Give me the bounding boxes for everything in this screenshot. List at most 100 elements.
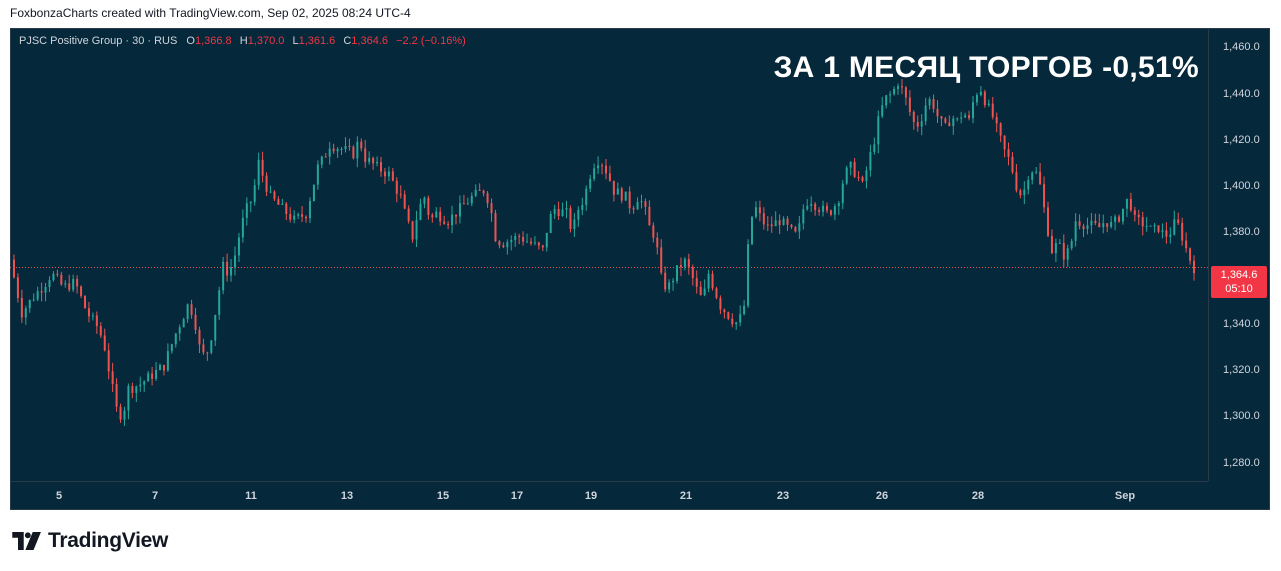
candle — [249, 201, 252, 213]
candle — [936, 100, 939, 123]
candle — [904, 86, 907, 106]
candle — [968, 110, 971, 121]
candle — [719, 295, 722, 315]
candle — [1011, 152, 1014, 175]
candle — [443, 215, 446, 225]
candle — [687, 253, 690, 275]
candle — [1039, 163, 1042, 185]
candle — [593, 163, 596, 182]
candle — [431, 212, 434, 223]
candle — [316, 160, 319, 190]
candle — [869, 144, 872, 177]
candle — [1003, 135, 1006, 158]
candle — [656, 232, 659, 255]
low-value: 1,361.6 — [298, 35, 336, 47]
candle — [608, 165, 611, 182]
candle — [1114, 214, 1117, 231]
candle — [991, 96, 994, 120]
candle — [1027, 176, 1030, 195]
candle — [186, 303, 189, 323]
candle — [257, 152, 260, 190]
x-tick-label: 11 — [245, 490, 257, 502]
candle — [451, 205, 454, 234]
candle — [407, 205, 410, 224]
chart-annotation: ЗА 1 МЕСЯЦ ТОРГОВ -0,51% — [773, 51, 1199, 84]
candle — [281, 198, 284, 206]
candle — [577, 206, 580, 227]
time-axis[interactable]: 5 7 11 13 15 17 19 21 23 26 28 Sep — [10, 481, 1208, 510]
candle — [1035, 166, 1038, 175]
plot-area[interactable] — [10, 29, 1208, 481]
candle — [376, 156, 379, 167]
candle — [778, 214, 781, 235]
candle — [1058, 238, 1061, 244]
x-tick-label: 17 — [510, 490, 524, 502]
candle — [648, 200, 651, 226]
candle — [470, 192, 473, 207]
candle — [40, 282, 43, 302]
candle — [1106, 223, 1109, 233]
candle — [312, 184, 315, 202]
candle — [56, 269, 59, 277]
candle — [770, 216, 773, 233]
close-label: C — [343, 35, 352, 47]
candle — [119, 403, 122, 423]
last-price-value: 1,364.6 — [1220, 269, 1258, 281]
candle — [269, 185, 272, 194]
candle — [1102, 214, 1105, 234]
candle — [691, 264, 694, 286]
candle — [514, 232, 517, 247]
candle — [825, 202, 828, 214]
candle — [668, 279, 671, 294]
candle — [95, 311, 98, 334]
candle — [1189, 247, 1192, 265]
y-tick-label: 1,280.0 — [1223, 456, 1260, 469]
price-axis[interactable]: 1,460.01,440.01,420.01,400.01,380.01,360… — [1208, 29, 1270, 481]
candle — [672, 278, 675, 291]
candle — [924, 97, 927, 126]
candle — [403, 190, 406, 210]
candle — [1165, 222, 1168, 244]
candle — [230, 258, 233, 282]
candle — [885, 95, 888, 109]
candle — [707, 269, 710, 293]
candle — [628, 186, 631, 214]
candle — [1153, 223, 1156, 233]
candle — [506, 239, 509, 255]
x-tick-label: 19 — [584, 490, 598, 502]
candle — [786, 216, 789, 231]
tradingview-logo[interactable]: TradingView — [12, 529, 168, 553]
candle — [652, 222, 655, 243]
candle — [881, 96, 884, 118]
candle — [127, 383, 130, 420]
candle — [135, 385, 138, 403]
y-tick-label: 1,380.0 — [1223, 225, 1260, 238]
candle — [699, 281, 702, 296]
candle — [964, 112, 967, 118]
symbol-label: PJSC Positive Group · 30 · RUS — [19, 35, 178, 47]
candle — [660, 239, 663, 275]
candle — [423, 196, 426, 209]
candle — [458, 195, 461, 224]
candle — [640, 194, 643, 209]
candle — [380, 156, 383, 177]
candle — [1066, 244, 1069, 267]
candle — [439, 207, 442, 226]
candle — [1161, 223, 1164, 239]
candle — [233, 246, 236, 276]
x-tick-label: 21 — [679, 490, 693, 502]
candle — [999, 122, 1002, 143]
candle — [676, 265, 679, 284]
candle — [344, 137, 347, 153]
candle — [774, 211, 777, 227]
candle — [557, 201, 560, 220]
candle — [679, 257, 682, 277]
candle — [644, 198, 647, 215]
candle — [1118, 214, 1121, 223]
candle — [561, 202, 564, 217]
candle — [289, 207, 292, 223]
candle — [810, 196, 813, 213]
candle — [798, 215, 801, 239]
candle — [1074, 213, 1077, 247]
candle — [297, 212, 300, 219]
